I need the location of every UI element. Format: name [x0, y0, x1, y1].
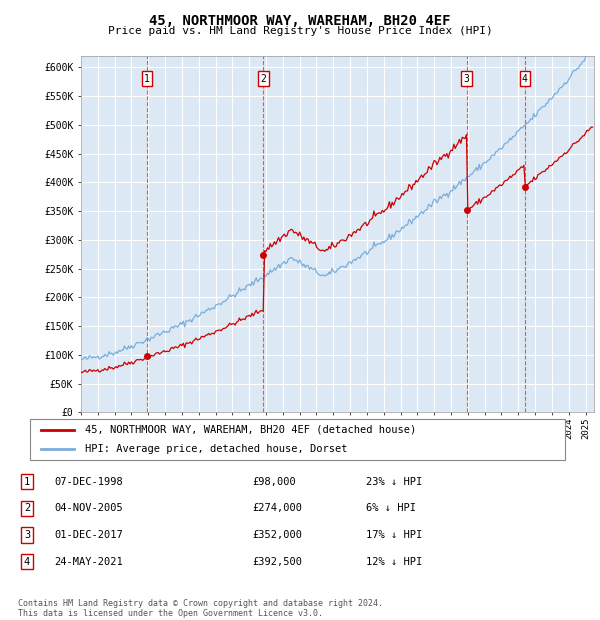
- Text: 01-DEC-2017: 01-DEC-2017: [54, 530, 123, 540]
- Text: 12% ↓ HPI: 12% ↓ HPI: [366, 557, 422, 567]
- Text: 4: 4: [24, 557, 30, 567]
- Text: 17% ↓ HPI: 17% ↓ HPI: [366, 530, 422, 540]
- Text: Price paid vs. HM Land Registry's House Price Index (HPI): Price paid vs. HM Land Registry's House …: [107, 26, 493, 36]
- Text: 04-NOV-2005: 04-NOV-2005: [54, 503, 123, 513]
- Text: 6% ↓ HPI: 6% ↓ HPI: [366, 503, 416, 513]
- Text: Contains HM Land Registry data © Crown copyright and database right 2024.
This d: Contains HM Land Registry data © Crown c…: [18, 599, 383, 618]
- Text: HPI: Average price, detached house, Dorset: HPI: Average price, detached house, Dors…: [85, 445, 347, 454]
- Text: £274,000: £274,000: [252, 503, 302, 513]
- Text: 2: 2: [24, 503, 30, 513]
- FancyBboxPatch shape: [29, 420, 565, 459]
- Text: 24-MAY-2021: 24-MAY-2021: [54, 557, 123, 567]
- Text: 45, NORTHMOOR WAY, WAREHAM, BH20 4EF: 45, NORTHMOOR WAY, WAREHAM, BH20 4EF: [149, 14, 451, 28]
- Text: 3: 3: [464, 74, 469, 84]
- Text: 4: 4: [522, 74, 528, 84]
- Text: 07-DEC-1998: 07-DEC-1998: [54, 477, 123, 487]
- Text: £392,500: £392,500: [252, 557, 302, 567]
- Text: £352,000: £352,000: [252, 530, 302, 540]
- Text: 3: 3: [24, 530, 30, 540]
- Text: 1: 1: [24, 477, 30, 487]
- Text: 1: 1: [144, 74, 150, 84]
- Text: 45, NORTHMOOR WAY, WAREHAM, BH20 4EF (detached house): 45, NORTHMOOR WAY, WAREHAM, BH20 4EF (de…: [85, 425, 416, 435]
- Text: 2: 2: [260, 74, 266, 84]
- Text: 23% ↓ HPI: 23% ↓ HPI: [366, 477, 422, 487]
- Text: £98,000: £98,000: [252, 477, 296, 487]
